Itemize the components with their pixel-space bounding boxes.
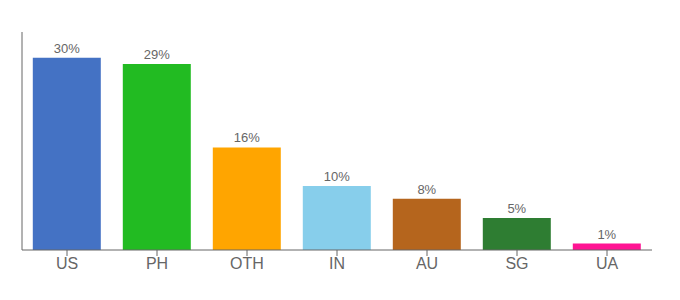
svg-text:10%: 10%	[324, 169, 350, 184]
svg-text:SG: SG	[505, 255, 528, 272]
svg-text:AU: AU	[416, 255, 438, 272]
svg-text:1%: 1%	[597, 227, 616, 242]
svg-text:8%: 8%	[417, 182, 436, 197]
svg-text:29%: 29%	[144, 47, 170, 62]
svg-text:US: US	[56, 255, 78, 272]
svg-text:PH: PH	[146, 255, 168, 272]
svg-text:16%: 16%	[234, 130, 260, 145]
svg-text:UA: UA	[596, 255, 619, 272]
svg-text:OTH: OTH	[230, 255, 264, 272]
svg-text:30%: 30%	[54, 41, 80, 56]
svg-text:IN: IN	[329, 255, 345, 272]
svg-text:5%: 5%	[507, 201, 526, 216]
